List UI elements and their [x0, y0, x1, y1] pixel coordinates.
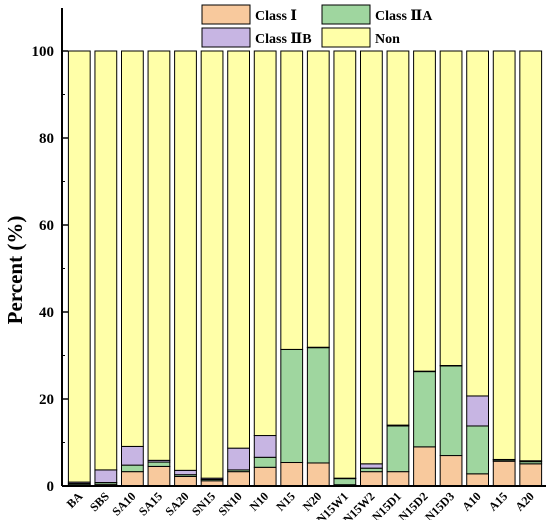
bar-segment-A15-non [492, 50, 516, 460]
x-tick-label: SA10 [109, 489, 138, 518]
x-tick-label: A20 [512, 489, 537, 514]
legend-label-class-i: Class Ⅰ [255, 9, 297, 24]
bar-segment-N20-class-i [306, 462, 330, 487]
x-tick-label: BA [64, 489, 86, 511]
bar-segment-N20-non [306, 50, 330, 348]
bar-segment-N10-class-iia [253, 456, 277, 468]
legend-swatch-class-iib [201, 27, 251, 48]
y-axis: 0 20 40 60 80 100 [32, 8, 546, 495]
bar-segment-SN10-class-i [227, 471, 251, 487]
bar-segment-N10-class-i [253, 466, 277, 487]
bar-segment-SA10-non [121, 50, 144, 447]
bar-segment-N15D1-non [386, 50, 410, 426]
legend-swatch-class-i [201, 4, 251, 25]
bar-segment-N15-class-i [280, 462, 304, 487]
bar-segment-N10-class-iib [253, 435, 277, 458]
bar-segment-N10-non [253, 50, 277, 437]
bar-segment-A10-non [466, 50, 490, 397]
x-tick-label: SN10 [215, 489, 244, 518]
bar-segment-N15D2-class-i [413, 446, 436, 487]
x-tick-label: SA15 [136, 489, 165, 518]
bar-segment-A10-class-iia [466, 425, 490, 475]
bar-segment-N15D1-class-i [386, 471, 410, 487]
legend-swatch-non [321, 27, 371, 48]
y-tick-label: 100 [32, 44, 55, 60]
x-tick-label: SBS [87, 489, 112, 514]
bar-segment-A15-class-i [492, 460, 516, 487]
bar-segment-SA15-class-iia [147, 461, 171, 467]
legend: Class Ⅰ Class ⅡA Class ⅡB Non [201, 4, 433, 48]
x-tick-label: N15D3 [422, 489, 457, 520]
bar-segment-A20-non [519, 50, 543, 462]
bar-segment-N15D3-class-iia [439, 365, 463, 457]
y-tick-label: 80 [39, 131, 54, 147]
bar-segment-N15W2-class-iia [360, 467, 383, 473]
x-tick-label: N15 [273, 489, 298, 514]
bar-segment-SA20-class-iib [174, 469, 197, 476]
bar-segment-N15W2-non [360, 50, 383, 465]
y-tick-label: 20 [39, 392, 54, 408]
bar-segment-N15D2-non [413, 50, 436, 372]
y-tick-label: 60 [39, 218, 54, 234]
bar-segment-SA10-class-iia [121, 464, 144, 473]
bar-segment-N15-non [280, 50, 304, 350]
bar-segment-N15D1-class-iia [386, 425, 410, 473]
bar-segment-N15W2-class-i [360, 471, 383, 487]
bar-segment-SA20-non [174, 50, 197, 471]
bar-segment-A20-class-i [519, 463, 543, 487]
bar-segment-SA10-class-iib [121, 445, 144, 466]
x-tick-label: N10 [247, 489, 272, 514]
bar-segment-SN10-non [227, 50, 251, 449]
y-tick-label: 40 [39, 305, 54, 321]
bar-segment-N15D2-class-iia [413, 371, 436, 448]
bar-segment-N15W1-non [333, 50, 357, 479]
legend-swatch-class-iia [321, 4, 371, 25]
bar-segment-SA20-class-i [174, 475, 197, 487]
bar-segment-SN10-class-iib [227, 447, 251, 471]
bar-segment-SA15-class-i [147, 465, 171, 487]
bar-segment-N20-class-iia [306, 347, 330, 464]
bar-segment-SN15-non [200, 50, 224, 479]
bar-segment-N15-class-iia [280, 348, 304, 464]
x-tick-label: A10 [459, 489, 484, 514]
bar-segment-SA10-class-i [121, 471, 144, 487]
bars-group [67, 50, 543, 487]
y-axis-title: Percent (%) [3, 216, 27, 325]
bar-segment-SBS-class-iib [94, 469, 118, 484]
bar-segment-A10-class-i [466, 473, 490, 487]
bar-segment-SA15-non [147, 50, 171, 461]
bar-segment-A10-class-iib [466, 395, 490, 427]
bar-segment-N15D3-non [439, 50, 463, 366]
bar-segment-N15W1-class-iia [333, 478, 357, 486]
legend-label-class-iia: Class ⅡA [375, 9, 433, 24]
y-tick-label: 0 [47, 479, 55, 495]
x-tick-label: SA20 [162, 489, 191, 518]
legend-label-class-iib: Class ⅡB [255, 32, 312, 47]
x-tick-label: A15 [486, 489, 511, 514]
x-tick-label: SN15 [189, 489, 218, 518]
bar-segment-BA-non [67, 50, 91, 483]
bar-segment-N15D3-class-i [439, 455, 463, 487]
bar-segment-N15W2-class-iib [360, 463, 383, 469]
bar-segment-SBS-non [94, 50, 118, 471]
legend-label-non: Non [375, 32, 400, 47]
